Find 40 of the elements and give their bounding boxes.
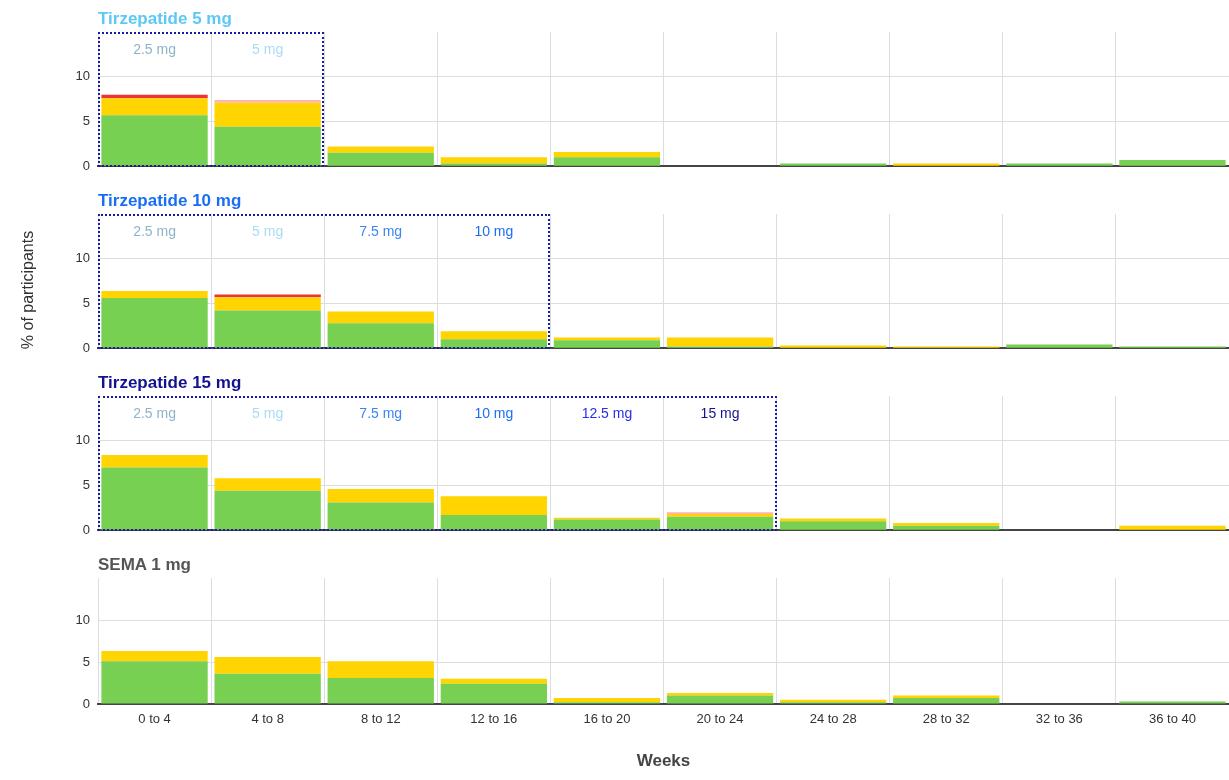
y-tick-label: 0 (82, 157, 90, 173)
annotation: 10 mg (474, 222, 514, 239)
y-axis-title: % of participants (19, 230, 37, 350)
y-tick-label: 10 (75, 68, 90, 84)
y-tick-label: 5 (82, 477, 90, 493)
x-tick-label: 32 to 36 (1035, 711, 1083, 727)
x-tick-label: 0 to 4 (138, 711, 171, 727)
annotation: 15 mg (700, 404, 740, 421)
y-tick-label: 5 (82, 113, 90, 129)
annotation: 10 mg (474, 404, 514, 421)
y-tick-label: 10 (75, 432, 90, 448)
annotation: 5 mg (252, 404, 284, 421)
annotation: 2.5 mg (133, 404, 176, 421)
y-tick-label: 0 (82, 339, 90, 355)
annotation: 2.5 mg (133, 40, 176, 57)
y-tick-label: 10 (75, 250, 90, 266)
chart-title: Tirzepatide 5 mg (98, 9, 232, 28)
y-tick-label: 0 (82, 521, 90, 537)
y-tick-label: 5 (82, 295, 90, 311)
x-tick-label: 16 to 20 (583, 711, 631, 727)
x-tick-label: 20 to 24 (696, 711, 744, 727)
y-tick-label: 0 (82, 695, 90, 711)
annotation: 2.5 mg (133, 222, 176, 239)
annotation: 7.5 mg (359, 222, 403, 239)
chart-title: Tirzepatide 10 mg (98, 191, 242, 210)
x-tick-label: 4 to 8 (251, 711, 284, 727)
chart-title: SEMA 1 mg (98, 555, 191, 574)
x-tick-label: 24 to 28 (809, 711, 857, 727)
x-tick-label: 12 to 16 (470, 711, 518, 727)
annotation: 5 mg (252, 222, 284, 239)
annotation: 7.5 mg (359, 404, 403, 421)
y-tick-label: 10 (75, 611, 90, 627)
x-tick-label: 36 to 40 (1148, 711, 1196, 727)
annotation: 12.5 mg (581, 404, 633, 421)
x-tick-label: 8 to 12 (360, 711, 401, 727)
x-axis-title: Weeks (636, 751, 691, 771)
annotation: 5 mg (252, 40, 284, 57)
y-tick-label: 5 (82, 653, 90, 669)
x-tick-label: 28 to 32 (922, 711, 970, 727)
chart-title: Tirzepatide 15 mg (98, 373, 242, 392)
